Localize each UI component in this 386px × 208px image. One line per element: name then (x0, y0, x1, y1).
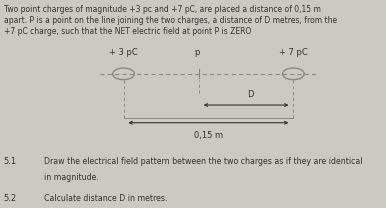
Text: +7 pC charge, such that the NET electric field at point P is ZERO: +7 pC charge, such that the NET electric… (4, 27, 251, 36)
Text: Draw the electrical field pattern between the two charges as if they are identic: Draw the electrical field pattern betwee… (44, 157, 363, 166)
Text: in magnitude.: in magnitude. (44, 173, 99, 182)
Text: D: D (247, 90, 253, 99)
Text: + 3 pC: + 3 pC (109, 48, 138, 57)
Text: Calculate distance D in metres.: Calculate distance D in metres. (44, 194, 168, 203)
Text: apart. P is a point on the line joining the two charges, a distance of D metres,: apart. P is a point on the line joining … (4, 16, 337, 25)
Text: 5.2: 5.2 (4, 194, 17, 203)
Text: 5.1: 5.1 (4, 157, 17, 166)
Text: + 7 pC: + 7 pC (279, 48, 308, 57)
Text: p: p (194, 48, 200, 57)
Text: 0,15 m: 0,15 m (194, 131, 223, 140)
Text: Two point charges of magnitude +3 pc and +7 pC, are placed a distance of 0,15 m: Two point charges of magnitude +3 pc and… (4, 5, 321, 14)
